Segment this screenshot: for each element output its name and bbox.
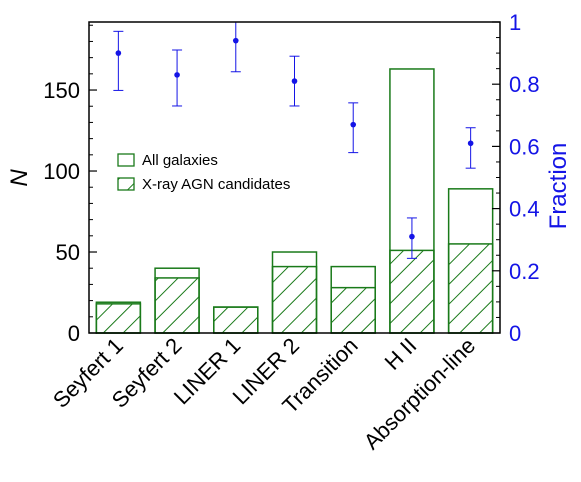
- fraction-point: [409, 233, 415, 240]
- x-category-label: H II: [380, 333, 422, 375]
- y-right-tick-label: 0.4: [509, 197, 540, 222]
- legend-label-all-galaxies: All galaxies: [142, 152, 218, 169]
- bar-xray-agn: [271, 265, 318, 334]
- bar-xray-agn: [389, 249, 435, 334]
- y-left-tick-label: 50: [56, 240, 80, 265]
- y-right-tick-label: 0: [509, 321, 521, 346]
- y-right-tick-label: 1: [509, 10, 521, 35]
- bar-xray-agn: [95, 303, 142, 334]
- y-right-axis-title: Fraction: [545, 143, 572, 230]
- fraction-point: [174, 72, 180, 78]
- bar-xray-agn: [154, 277, 200, 334]
- bar-xray-agn: [330, 286, 376, 334]
- y-right-tick-label: 0.8: [509, 72, 540, 97]
- fraction-point: [467, 140, 474, 147]
- y-left-tick-label: 0: [68, 321, 80, 346]
- fraction-point: [350, 121, 357, 128]
- y-right-tick-label: 0.2: [509, 259, 540, 284]
- legend-swatch-xray-agn: [117, 177, 135, 191]
- y-left-axis-title: N: [6, 169, 33, 187]
- fraction-point: [232, 37, 239, 44]
- legend-label-xray-agn: X-ray AGN candidates: [142, 176, 290, 193]
- y-right-tick-label: 0.6: [509, 134, 540, 159]
- bar-xray-agn: [213, 306, 259, 334]
- fraction-point: [291, 78, 298, 84]
- legend-swatch-all-galaxies: [117, 153, 135, 167]
- fraction-point: [115, 50, 122, 56]
- y-left-tick-label: 100: [43, 159, 80, 184]
- y-left-tick-label: 150: [43, 78, 80, 103]
- bar-xray-agn: [447, 243, 494, 334]
